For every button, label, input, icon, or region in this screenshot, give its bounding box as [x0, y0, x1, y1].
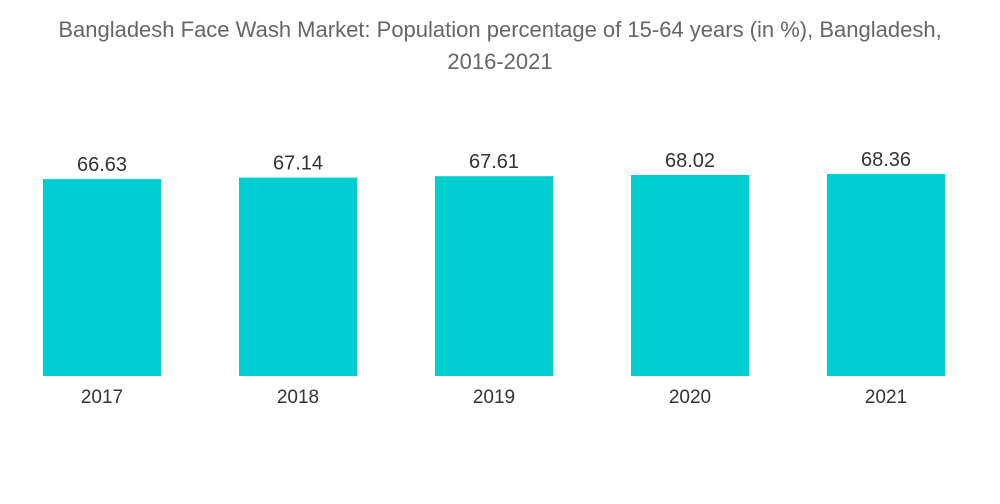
x-tick-2020: 2020: [669, 387, 711, 408]
bar-2019: [435, 176, 553, 376]
data-label-2018: 67.14: [273, 153, 323, 175]
data-label-2019: 67.61: [469, 151, 519, 173]
x-tick-2019: 2019: [473, 387, 515, 408]
x-axis-tick-labels: 2017 2018 2019 2020 2021: [81, 387, 907, 408]
bar-2017: [43, 179, 161, 376]
data-label-2020: 68.02: [665, 150, 715, 172]
bar-2021: [827, 174, 945, 376]
x-tick-2018: 2018: [277, 387, 319, 408]
bars-layer: [43, 174, 945, 376]
chart-title: Bangladesh Face Wash Market: Population …: [0, 14, 1000, 78]
data-label-2017: 66.63: [77, 154, 127, 176]
bar-2020: [631, 175, 749, 376]
bar-2018: [239, 177, 357, 376]
chart-title-line-2: 2016-2021: [447, 49, 553, 74]
x-tick-2021: 2021: [865, 387, 907, 408]
value-labels-layer: 66.63 67.14 67.61 68.02 68.36: [77, 149, 911, 176]
x-tick-2017: 2017: [81, 387, 123, 408]
data-label-2021: 68.36: [861, 149, 911, 171]
chart-title-line-1: Bangladesh Face Wash Market: Population …: [58, 17, 942, 42]
